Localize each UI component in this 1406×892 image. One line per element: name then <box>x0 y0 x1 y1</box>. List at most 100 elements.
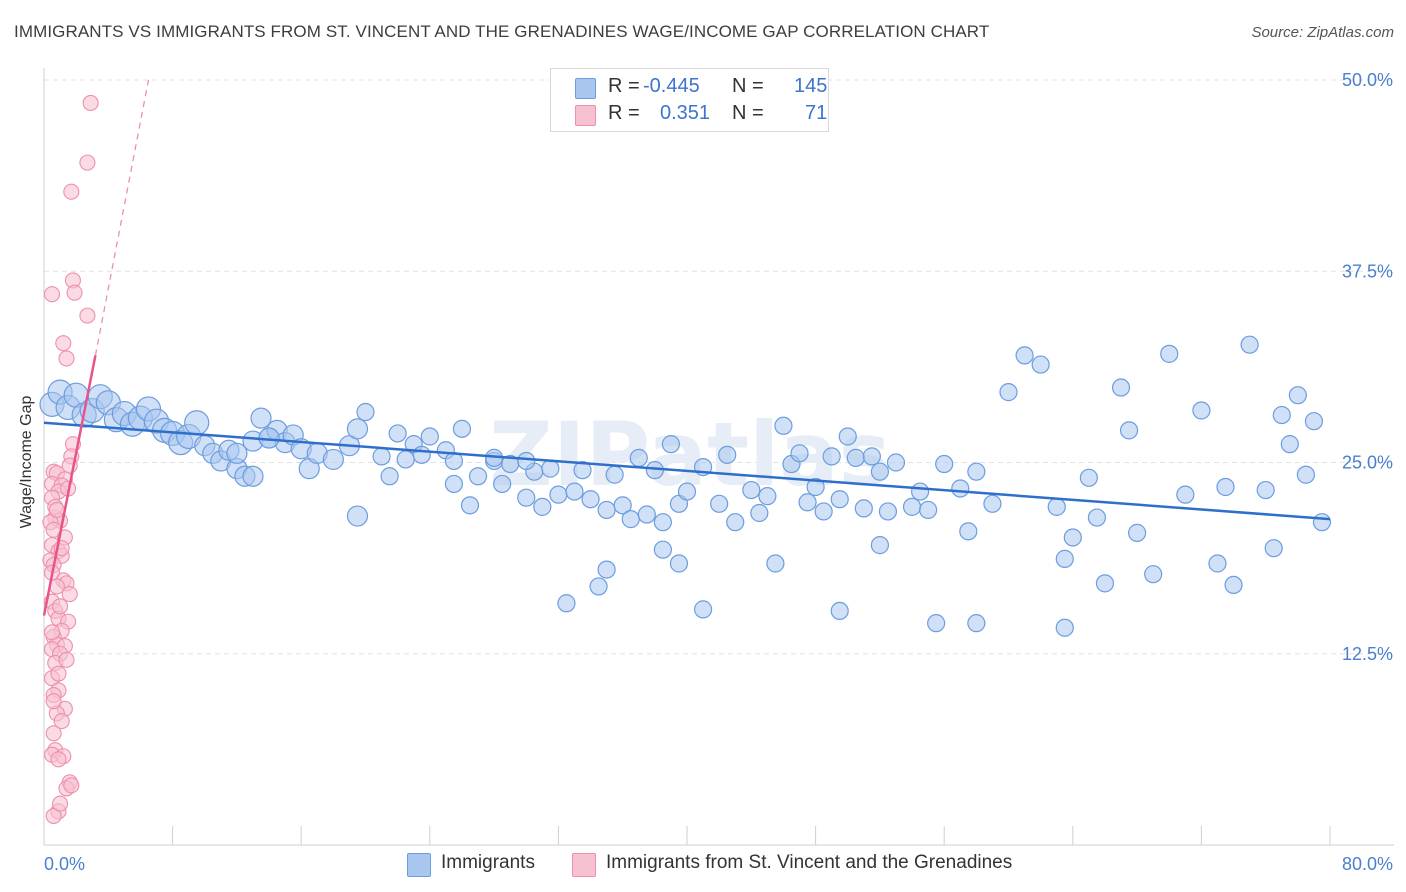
legend-n-value: 71 <box>805 102 828 124</box>
immigrants-point <box>726 513 745 532</box>
immigrants-point <box>838 427 857 446</box>
immigrants-point <box>669 554 689 573</box>
immigrants-point <box>1272 405 1291 425</box>
immigrants-point <box>517 451 536 471</box>
immigrants-point <box>346 418 369 440</box>
svg-point <box>52 795 69 812</box>
svg-point <box>66 284 83 301</box>
legend-n-label: N = <box>732 75 764 97</box>
bottom-legend-label: Immigrants from St. Vincent and the Gren… <box>606 852 1013 873</box>
immigrants-point <box>774 416 793 435</box>
immigrants-trend-line <box>43 421 1331 521</box>
immigrants-point <box>927 614 946 633</box>
immigrants-point <box>910 482 930 501</box>
immigrants-point <box>1063 528 1082 547</box>
immigrants-point <box>444 474 464 494</box>
svg-point <box>55 335 72 352</box>
immigrants-point <box>742 480 761 500</box>
immigrants-point <box>1015 346 1034 365</box>
immigrants-point <box>959 522 978 541</box>
immigrants-point <box>790 444 809 463</box>
immigrants-point <box>573 461 592 480</box>
svg-point <box>50 665 67 682</box>
svg-point <box>79 154 96 171</box>
immigrants-point <box>388 424 407 443</box>
svg-immigrants-points <box>42 94 99 824</box>
immigrants-point <box>1079 468 1098 487</box>
stats-legend: R = -0.445 N = 145 R = 0.351 N = 71 <box>550 68 829 132</box>
bottom-legend-swatch-blue <box>407 853 431 877</box>
immigrants-point <box>1208 554 1227 573</box>
immigrants-point <box>621 510 640 529</box>
bottom-legend-label: Immigrants <box>441 852 535 873</box>
svg-trend-line <box>42 355 97 616</box>
svg-trend-extension <box>94 79 150 356</box>
immigrants-point <box>184 410 210 436</box>
immigrants-point <box>1095 574 1115 593</box>
immigrants-point <box>226 442 248 464</box>
immigrants-point <box>533 497 552 516</box>
immigrants-point <box>346 505 369 527</box>
svg-point <box>43 624 61 641</box>
legend-r-value: -0.445 <box>643 75 700 97</box>
immigrants-point <box>372 447 391 466</box>
immigrants-point <box>1087 508 1107 527</box>
immigrants-point <box>452 419 472 438</box>
legend-r-value: 0.351 <box>660 102 711 124</box>
y-tick-label: 25.0% <box>1342 453 1393 473</box>
immigrants-point <box>798 493 817 512</box>
immigrants-point <box>1312 513 1332 532</box>
svg-point <box>45 693 62 710</box>
svg-point <box>63 777 80 794</box>
immigrants-point <box>1224 575 1243 595</box>
y-tick-label: 12.5% <box>1342 644 1393 664</box>
y-tick-label: 37.5% <box>1342 261 1393 281</box>
immigrants-point <box>396 450 415 469</box>
immigrants-point <box>581 490 600 509</box>
immigrants-point <box>710 494 729 513</box>
immigrants-point <box>322 448 344 471</box>
immigrants-point <box>1216 477 1235 497</box>
immigrants-point <box>830 601 849 621</box>
immigrants-point <box>380 467 399 486</box>
immigrants-point <box>637 505 656 524</box>
immigrants-point <box>814 502 833 521</box>
legend-n-label: N = <box>732 102 764 124</box>
y-tick-label: 50.0% <box>1342 70 1393 90</box>
immigrants-point <box>1240 335 1259 354</box>
immigrants-point <box>1144 565 1163 584</box>
immigrants-point <box>1055 549 1074 568</box>
immigrants-point <box>983 494 1002 513</box>
svg-point <box>43 286 61 303</box>
immigrants-point <box>250 407 272 429</box>
immigrants-point <box>935 454 954 474</box>
immigrants-point <box>750 503 769 523</box>
immigrants-points <box>39 335 1332 637</box>
immigrants-point <box>1296 465 1315 484</box>
legend-swatch-blue <box>575 78 596 99</box>
tick-labels: 12.5% 25.0% 37.5% 50.0% 0.0% 80.0% <box>44 70 1393 874</box>
svg-point <box>48 501 65 518</box>
x-tick-label: 0.0% <box>44 854 85 874</box>
bottom-legend-swatch-pink <box>572 853 596 877</box>
immigrants-point <box>661 435 681 454</box>
immigrants-point <box>629 448 648 468</box>
immigrants-point <box>412 445 431 464</box>
immigrants-point <box>677 482 697 501</box>
immigrants-point <box>1111 378 1131 397</box>
immigrants-point <box>1119 421 1139 440</box>
immigrants-point <box>1264 539 1283 558</box>
immigrants-point <box>1280 435 1299 454</box>
immigrants-point <box>1031 355 1050 374</box>
immigrants-point <box>1055 618 1074 637</box>
immigrants-point <box>565 482 584 501</box>
immigrants-point <box>878 502 898 521</box>
svg-point <box>79 307 96 324</box>
immigrants-point <box>1192 401 1211 420</box>
legend-r-label: R = <box>608 102 640 124</box>
legend-n-value: 145 <box>794 75 828 97</box>
immigrants-point <box>862 447 881 466</box>
immigrants-point <box>589 577 608 596</box>
immigrants-point <box>356 402 375 422</box>
